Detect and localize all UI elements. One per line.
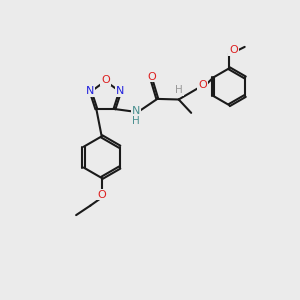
Text: O: O	[101, 76, 110, 85]
Text: H: H	[176, 85, 183, 95]
Text: O: O	[97, 190, 106, 200]
Text: O: O	[148, 72, 156, 82]
Text: O: O	[198, 80, 207, 90]
Text: H: H	[132, 116, 140, 126]
Text: N: N	[86, 86, 94, 96]
Text: N: N	[132, 106, 140, 116]
Text: N: N	[116, 86, 124, 96]
Text: O: O	[229, 45, 238, 55]
